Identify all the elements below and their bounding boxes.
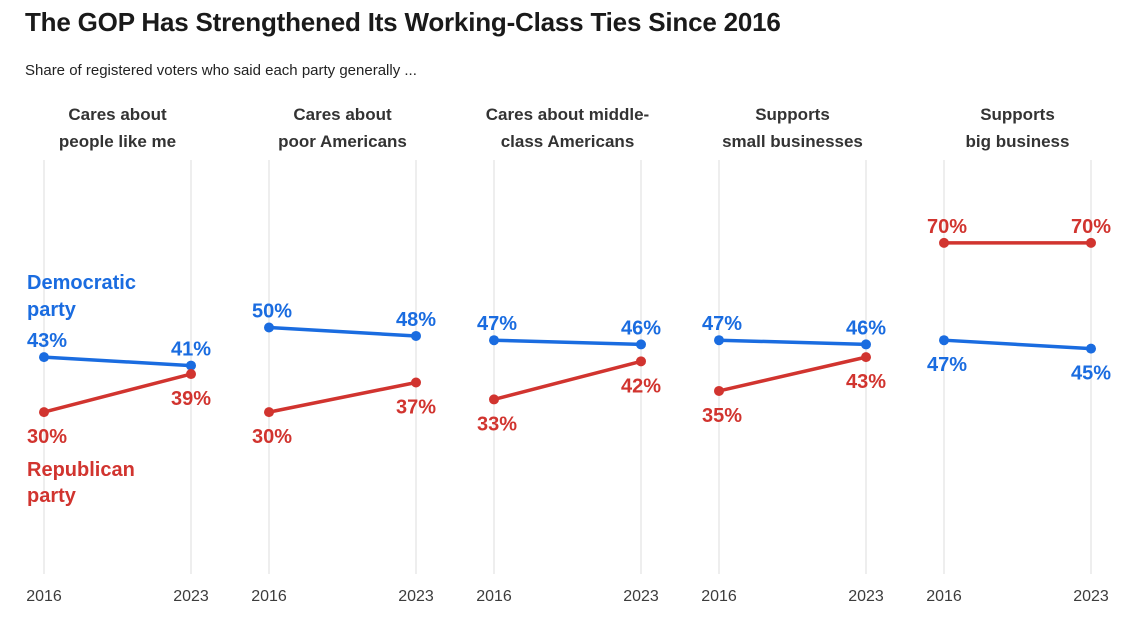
democrat-value-label: 47% bbox=[702, 313, 742, 335]
panel-title: Cares about poor Americans bbox=[278, 105, 407, 151]
democrat-point-2023 bbox=[636, 339, 646, 350]
democrat-point-2023 bbox=[861, 339, 871, 350]
democrat-value-label: 43% bbox=[27, 330, 67, 352]
year-label: 2023 bbox=[1073, 588, 1109, 605]
democrat-line bbox=[42, 355, 193, 368]
republican-value-label: 39% bbox=[171, 388, 211, 410]
republican-point-2016 bbox=[264, 407, 274, 418]
republican-value-label: 30% bbox=[27, 426, 67, 448]
republican-value-label: 35% bbox=[702, 405, 742, 427]
year-label: 2016 bbox=[476, 588, 512, 605]
democrat-point-2016 bbox=[489, 335, 499, 346]
democrat-value-label: 48% bbox=[396, 309, 436, 331]
democrat-line bbox=[942, 338, 1093, 351]
republican-value-label: 43% bbox=[846, 371, 886, 393]
republican-point-2016 bbox=[939, 237, 949, 248]
republican-value-label: 37% bbox=[396, 396, 436, 418]
democrat-value-label: 41% bbox=[171, 339, 211, 361]
republican-value-label: 70% bbox=[1071, 216, 1111, 238]
democrat-value-label: 47% bbox=[477, 313, 517, 335]
year-label: 2016 bbox=[926, 588, 962, 605]
republican-point-2023 bbox=[636, 356, 646, 367]
democrat-point-2016 bbox=[714, 335, 724, 346]
republican-line bbox=[267, 380, 418, 414]
democrat-value-label: 50% bbox=[252, 301, 292, 323]
year-label: 2016 bbox=[251, 588, 287, 605]
panel-title: Supports big business bbox=[966, 105, 1070, 151]
democrat-line bbox=[267, 325, 418, 338]
democrat-point-2016 bbox=[939, 335, 949, 346]
page-title: The GOP Has Strengthened Its Working-Cla… bbox=[25, 7, 781, 37]
page-subtitle: Share of registered voters who said each… bbox=[25, 62, 417, 79]
republican-value-label: 70% bbox=[927, 216, 967, 238]
democrat-point-2023 bbox=[186, 360, 196, 371]
panel-title: Cares about people like me bbox=[59, 105, 176, 151]
democrat-line bbox=[717, 338, 868, 347]
democrat-line bbox=[492, 338, 643, 347]
year-label: 2023 bbox=[623, 588, 659, 605]
legend-democrat: Democratic bbox=[27, 272, 136, 294]
republican-point-2016 bbox=[714, 385, 724, 396]
year-label: 2023 bbox=[848, 588, 884, 605]
democrat-value-label: 45% bbox=[1071, 363, 1111, 385]
republican-line bbox=[42, 372, 193, 414]
republican-line bbox=[492, 359, 643, 402]
panel-title: Cares about middle-class Americans bbox=[486, 105, 649, 151]
republican-point-2023 bbox=[1086, 237, 1096, 248]
democrat-value-label: 46% bbox=[621, 317, 661, 339]
year-label: 2023 bbox=[398, 588, 434, 605]
year-label: 2016 bbox=[26, 588, 62, 605]
democrat-value-label: 47% bbox=[927, 354, 967, 376]
panel-title: Supports small businesses bbox=[722, 105, 863, 151]
republican-point-2023 bbox=[186, 369, 196, 380]
year-label: 2016 bbox=[701, 588, 737, 605]
democrat-value-label: 46% bbox=[846, 317, 886, 339]
republican-point-2023 bbox=[861, 352, 871, 363]
republican-point-2016 bbox=[39, 407, 49, 418]
legend-republican: party bbox=[27, 485, 77, 507]
republican-point-2016 bbox=[489, 394, 499, 405]
republican-value-label: 33% bbox=[477, 413, 517, 435]
legend-democrat: party bbox=[27, 299, 77, 321]
democrat-point-2023 bbox=[1086, 343, 1096, 354]
republican-line bbox=[717, 355, 868, 393]
legend-republican: Republican bbox=[27, 459, 135, 481]
year-label: 2023 bbox=[173, 588, 209, 605]
democrat-point-2016 bbox=[264, 322, 274, 333]
republican-value-label: 30% bbox=[252, 426, 292, 448]
republican-point-2023 bbox=[411, 377, 421, 388]
republican-value-label: 42% bbox=[621, 375, 661, 397]
democrat-point-2016 bbox=[39, 352, 49, 363]
democrat-point-2023 bbox=[411, 330, 421, 341]
